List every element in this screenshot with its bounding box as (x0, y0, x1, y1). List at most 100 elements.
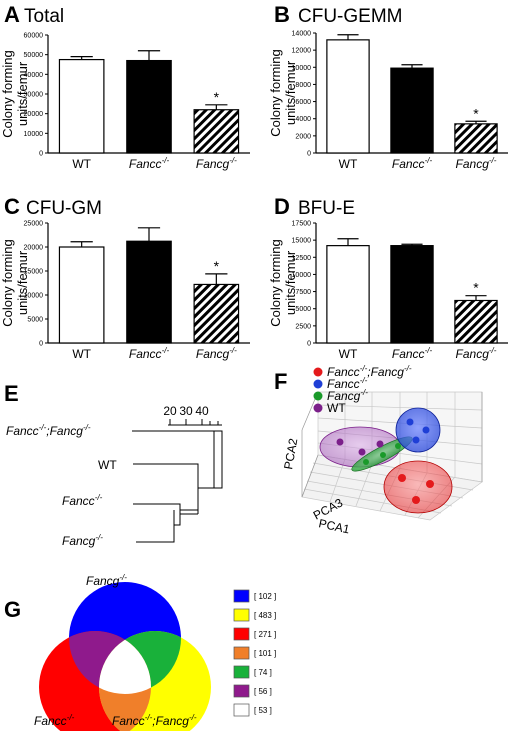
dendrogram-leaf: Fancg-/- (62, 533, 103, 548)
label-part: WT (98, 458, 117, 472)
category-label: WT (339, 347, 358, 361)
bar-fancg (454, 299, 498, 344)
bar-wt (326, 245, 370, 344)
panel-letter: A (4, 2, 20, 27)
label-part: Fancc (6, 424, 39, 438)
label-part: Fancc (129, 157, 162, 171)
y-tick-label: 20000 (24, 245, 44, 252)
branch-fancg (136, 510, 175, 543)
scale-tick-label: 20 (163, 404, 177, 418)
bar-chart-total: 0 10000 20000 30000 40000 50000 60000 Colony fo… (0, 33, 250, 171)
y-axis-label: units/femur (15, 61, 30, 126)
label-part: -/- (489, 346, 497, 355)
panel-letter-g: G (4, 597, 21, 622)
y-tick-label: 5000 (27, 317, 43, 324)
cluster-fancc (395, 407, 441, 453)
category-label: WT (72, 347, 91, 361)
legend-swatch (233, 608, 250, 622)
category-label: Fancc-/- (129, 156, 170, 171)
label-part: WT (339, 347, 358, 361)
dendrogram-leaf: Fancc-/- (62, 493, 103, 508)
significance-marker: * (214, 89, 220, 105)
y-tick-label: 0 (39, 151, 43, 158)
category-label: Fancc-/- (392, 156, 433, 171)
category-label: Fancg-/- (196, 156, 237, 171)
label-part: -/- (145, 713, 153, 722)
category-label: WT (339, 157, 358, 171)
label-part: Fancc (327, 377, 360, 391)
bar-fancc (126, 240, 172, 344)
panel-letter-f: F (274, 369, 287, 394)
category-label: Fancg-/- (196, 346, 237, 361)
label-part: -/- (229, 346, 237, 355)
bar-chart-cfu-gemm: 0 2000 4000 6000 8000 10000 12000 14000 Colony f… (268, 31, 508, 171)
label-part: Fancg (62, 534, 96, 548)
bar-fancc (126, 59, 172, 154)
label-part: Fancg (456, 157, 490, 171)
legend-swatch (313, 391, 323, 401)
y-tick-label: 60000 (24, 33, 44, 40)
significance-marker: * (214, 258, 220, 274)
pca-legend: Fancc-/-;Fancg-/-Fancc-/-Fancg-/-WT (313, 364, 412, 415)
y-tick-label: 0 (307, 151, 311, 158)
label-part: -/- (162, 346, 170, 355)
pca-clusters (319, 407, 453, 514)
y-tick-label: 40000 (24, 72, 44, 79)
bar-wt (58, 58, 105, 154)
label-part: -/- (360, 388, 368, 397)
label-part: ; (152, 714, 155, 728)
label-part: -/- (360, 364, 368, 373)
legend-swatch (233, 589, 250, 603)
bar-fancg (193, 283, 240, 344)
y-axis-label: Colony forming (0, 50, 15, 137)
points-fancc (406, 418, 430, 444)
y-axis-label: units/femur (15, 250, 30, 315)
legend-count: [ 483 ] (254, 611, 276, 620)
label-part: Fancg (327, 389, 361, 403)
category-label: Fancg-/- (456, 346, 497, 361)
y-tick-label: 12500 (292, 255, 312, 262)
legend-label: Fancc-/-;Fancg-/- (327, 364, 412, 379)
y-tick-label: 15000 (292, 238, 312, 245)
label-part: Fancc (34, 714, 67, 728)
label-part: -/- (425, 156, 433, 165)
panel-header-a: A Total (4, 2, 64, 27)
significance-marker: * (473, 105, 479, 121)
panel-letter-e: E (4, 381, 19, 406)
venn-legend: [ 102 ] [ 483 ] [ 271 ] [ 101 ] [ 74 ] [ 56 ]… (233, 589, 276, 717)
category-label: WT (72, 157, 91, 171)
label-part: Fancg (456, 347, 490, 361)
bar-chart-cfu-gm: 0 5000 10000 15000 20000 25000 Colony forming u… (0, 221, 250, 361)
venn-diagram: Fancg-/- Fancc-/- Fancc-/-;Fancg-/- [ 10… (34, 573, 276, 731)
venn-overlap-all (99, 631, 151, 694)
dendrogram-leaf: WT (98, 458, 117, 472)
panel-title: CFU-GEMM (298, 6, 402, 27)
label-part: -/- (489, 156, 497, 165)
label-part: -/- (95, 533, 103, 542)
label-part: Fancg (196, 347, 230, 361)
dendrogram-leaf: Fancc-/-;Fancg-/- (6, 423, 91, 438)
label-part: Fancc (112, 714, 145, 728)
label-part: Fancc (62, 494, 95, 508)
label-part: Fancg (50, 424, 84, 438)
panel-title: Total (24, 6, 64, 27)
legend-swatch (313, 403, 323, 413)
legend-count: [ 53 ] (254, 706, 272, 715)
label-part: -/- (162, 156, 170, 165)
y-tick-label: 4000 (295, 116, 311, 123)
label-part: WT (339, 157, 358, 171)
label-part: ; (367, 365, 370, 379)
legend-swatch (313, 379, 323, 389)
legend-swatch (233, 646, 250, 660)
y-tick-label: 2500 (295, 323, 311, 330)
y-tick-label: 10000 (24, 293, 44, 300)
venn-set-label: Fancg-/- (86, 573, 127, 588)
y-axis-label: Colony forming (268, 239, 283, 326)
bar-wt (58, 246, 105, 344)
category-label: Fancc-/- (392, 346, 433, 361)
legend-count: [ 271 ] (254, 630, 276, 639)
panel-title: BFU-E (298, 198, 355, 219)
y-axis-label: units/femur (283, 60, 298, 125)
y-tick-label: 30000 (24, 92, 44, 99)
bar-fancg (454, 123, 498, 154)
